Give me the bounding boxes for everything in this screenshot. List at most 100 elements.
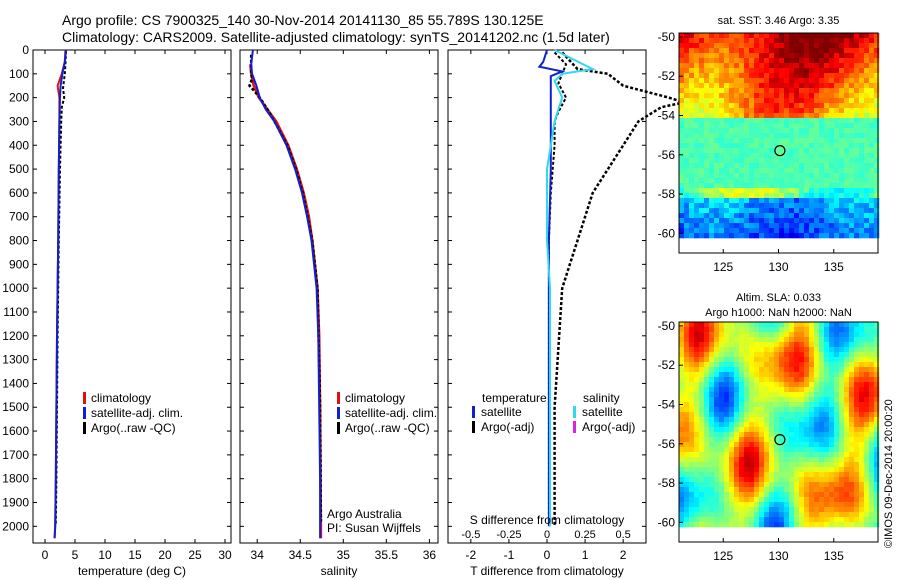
map-cell (754, 103, 760, 109)
map-cell (824, 437, 830, 443)
map-cell (779, 477, 785, 483)
map-cell (794, 98, 800, 104)
map-cell (774, 407, 780, 413)
map-cell (829, 412, 835, 418)
map-cell (859, 183, 865, 189)
map-cell (814, 497, 820, 503)
map-cell (779, 387, 785, 393)
map-cell (724, 457, 730, 463)
map-cell (719, 372, 725, 378)
map-cell (859, 372, 865, 378)
map-cell (789, 332, 795, 338)
map-cell (809, 58, 815, 64)
map-cell (689, 472, 695, 478)
map-cell (809, 83, 815, 89)
legend-label: satellite-adj. clim. (345, 406, 437, 420)
map-cell (824, 327, 830, 333)
map-cell (854, 203, 860, 209)
map-cell (729, 58, 735, 64)
map-cell (819, 347, 825, 353)
map-cell (704, 118, 710, 124)
map-cell (874, 492, 880, 498)
map-cell (834, 83, 840, 89)
map-cell (804, 163, 810, 169)
map-cell (849, 183, 855, 189)
map-cell (714, 392, 720, 398)
map-cell (714, 367, 720, 373)
map-cell (794, 178, 800, 184)
map-cell (744, 397, 750, 403)
map-cell (694, 158, 700, 164)
map-cell (799, 118, 805, 124)
map-cell (854, 128, 860, 134)
map-cell (784, 33, 790, 39)
map-cell (724, 218, 730, 224)
map-cell (684, 108, 690, 114)
figure-title-line1: Argo profile: CS 7900325_140 30-Nov-2014… (62, 12, 544, 28)
map-cell (684, 223, 690, 229)
map-cell (684, 422, 690, 428)
map-cell (739, 233, 745, 239)
map-cell (719, 203, 725, 209)
map-cell (724, 183, 730, 189)
map-cell (819, 183, 825, 189)
map-cell (739, 362, 745, 368)
map-cell (794, 183, 800, 189)
map-cell (804, 407, 810, 413)
map-cell (874, 357, 880, 363)
map-cell (824, 228, 830, 234)
map-cell (819, 387, 825, 393)
map-cell (754, 492, 760, 498)
map-cell (714, 168, 720, 174)
y-tick-label: 1800 (2, 472, 29, 486)
map-cell (729, 517, 735, 523)
map-cell (869, 342, 875, 348)
map-cell (869, 228, 875, 234)
map-cell (844, 228, 850, 234)
map-cell (769, 422, 775, 428)
map-cell (864, 452, 870, 458)
map-cell (839, 108, 845, 114)
map-cell (864, 472, 870, 478)
map-y-tick-label: -54 (658, 109, 676, 123)
map-cell (804, 143, 810, 149)
map-cell (749, 88, 755, 94)
map-cell (784, 113, 790, 119)
map-cell (839, 382, 845, 388)
map-cell (724, 153, 730, 159)
map-cell (814, 422, 820, 428)
map-cell (694, 73, 700, 79)
map-cell (759, 422, 765, 428)
map-cell (754, 48, 760, 54)
map-cell (774, 73, 780, 79)
map-cell (694, 502, 700, 508)
map-cell (799, 402, 805, 408)
map-cell (779, 492, 785, 498)
map-cell (869, 402, 875, 408)
map-cell (754, 522, 760, 528)
map-cell (694, 342, 700, 348)
map-cell (699, 153, 705, 159)
map-cell (764, 457, 770, 463)
map-cell (759, 68, 765, 74)
map-cell (714, 88, 720, 94)
map-cell (859, 218, 865, 224)
map-cell (739, 447, 745, 453)
map-cell (789, 437, 795, 443)
map-cell (699, 138, 705, 144)
map-cell (844, 402, 850, 408)
map-cell (799, 472, 805, 478)
map-cell (754, 68, 760, 74)
map-cell (724, 362, 730, 368)
map-cell (814, 163, 820, 169)
map-cell (824, 83, 830, 89)
map-cell (714, 357, 720, 363)
map-cell (734, 163, 740, 169)
map-cell (689, 482, 695, 488)
map-cell (864, 502, 870, 508)
map-cell (804, 377, 810, 383)
map-cell (804, 113, 810, 119)
map-cell (694, 103, 700, 109)
map-cell (824, 482, 830, 488)
map-cell (719, 432, 725, 438)
